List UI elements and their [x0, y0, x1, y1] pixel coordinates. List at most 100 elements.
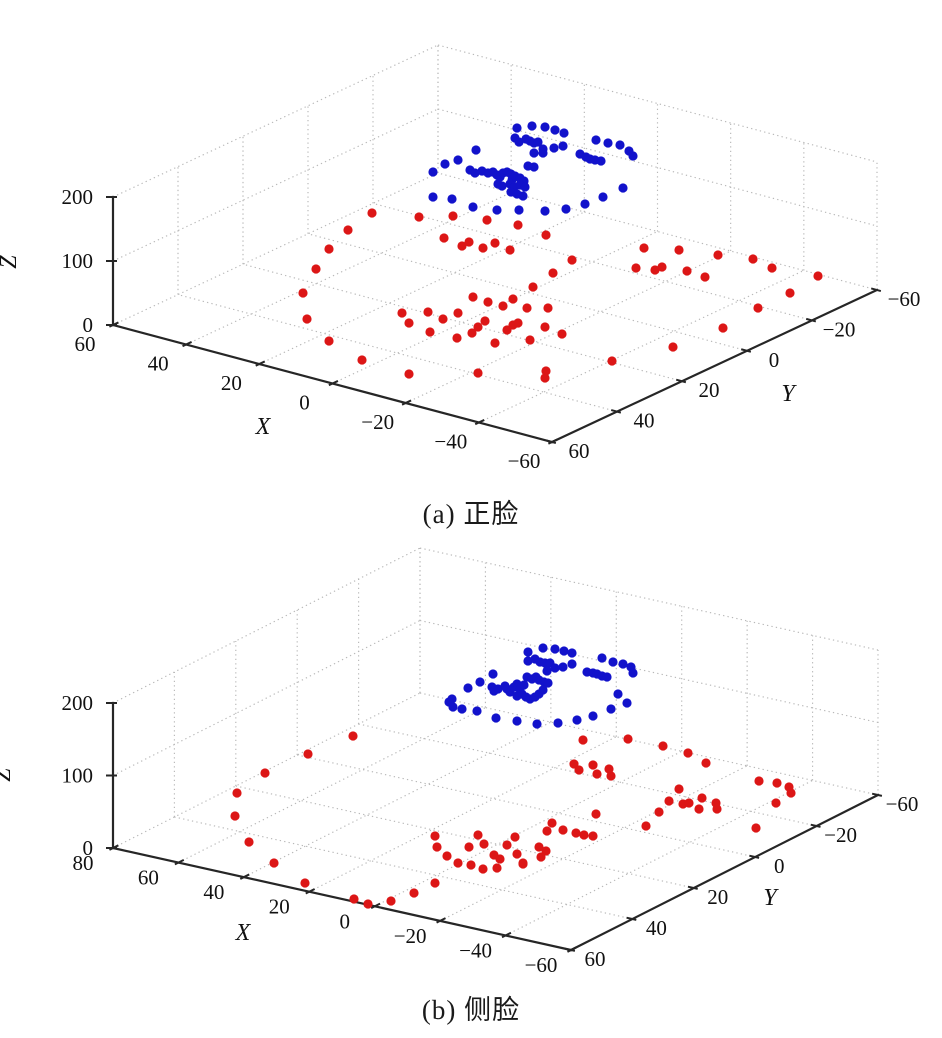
data-point-blue: [602, 672, 612, 682]
data-point-red: [302, 314, 312, 324]
grid-line: [307, 233, 748, 352]
tick-mark: [370, 902, 381, 909]
data-point-red: [518, 859, 528, 869]
data-point-red: [357, 355, 367, 365]
z-tick-label: 100: [62, 764, 94, 788]
grid-line: [242, 263, 683, 382]
data-point-red: [701, 758, 711, 768]
data-point-red: [409, 888, 419, 898]
data-point-red: [512, 849, 522, 859]
data-point-red: [386, 896, 396, 906]
data-point-blue: [538, 685, 548, 695]
data-point-red: [674, 784, 684, 794]
tick-mark: [545, 439, 557, 444]
data-point-red: [311, 264, 321, 274]
data-point-red: [697, 793, 707, 803]
data-point-blue: [512, 123, 522, 133]
data-point-red: [579, 830, 589, 840]
data-point-red: [650, 265, 660, 275]
data-point-red: [367, 208, 377, 218]
y-axis-line: [550, 288, 879, 444]
data-point-blue: [550, 663, 560, 673]
data-point-red: [479, 839, 489, 849]
data-point-red: [785, 288, 795, 298]
data-point-red: [588, 831, 598, 841]
x-axis-label: X: [235, 920, 252, 946]
data-point-red: [592, 769, 602, 779]
data-point-blue: [472, 706, 482, 716]
x-tick-label: −60: [525, 953, 558, 977]
y-tick-label: 20: [707, 885, 728, 909]
data-point-red: [468, 292, 478, 302]
data-point-red: [664, 796, 674, 806]
data-point-red: [713, 250, 723, 260]
data-point-blue: [475, 677, 485, 687]
data-point-blue: [618, 183, 628, 193]
tick-mark: [401, 399, 412, 406]
data-point-red: [430, 831, 440, 841]
data-point-red: [712, 804, 722, 814]
y-tick-label: 60: [585, 947, 606, 971]
data-point-red: [813, 271, 823, 281]
grid-line: [419, 547, 879, 651]
data-point-blue: [580, 199, 590, 209]
tick-mark: [305, 888, 316, 895]
data-point-red: [522, 303, 532, 313]
data-point-red: [548, 268, 558, 278]
data-point-red: [324, 244, 334, 254]
data-point-red: [631, 263, 641, 273]
grid-line: [178, 707, 486, 864]
data-point-red: [457, 241, 467, 251]
data-point-red: [641, 821, 651, 831]
data-point-red: [540, 373, 550, 383]
x-tick-label: 0: [299, 391, 310, 415]
grid-line: [419, 692, 879, 796]
tick-mark: [501, 931, 512, 939]
data-point-red: [478, 243, 488, 253]
tick-mark: [675, 378, 687, 384]
data-point-red: [480, 316, 490, 326]
x-tick-label: −60: [508, 449, 541, 473]
data-point-red: [260, 768, 270, 778]
data-point-red: [657, 262, 667, 272]
data-point-blue: [453, 155, 463, 165]
data-point-blue: [598, 192, 608, 202]
data-point-red: [508, 294, 518, 304]
data-point-red: [534, 842, 544, 852]
y-tick-label: 60: [569, 439, 590, 463]
data-point-red: [700, 272, 710, 282]
data-point-red: [473, 322, 483, 332]
y-axis-label: Y: [763, 885, 779, 911]
data-point-red: [543, 303, 553, 313]
data-point-red: [482, 215, 492, 225]
data-point-blue: [550, 644, 560, 654]
data-point-blue: [559, 128, 569, 138]
data-point-blue: [613, 689, 623, 699]
data-point-red: [588, 760, 598, 770]
data-point-blue: [428, 192, 438, 202]
data-point-blue: [550, 125, 560, 135]
grid-line: [112, 619, 421, 777]
data-point-blue: [468, 202, 478, 212]
grid-line: [112, 44, 439, 198]
x-axis-label: X: [255, 414, 272, 440]
data-point-red: [478, 864, 488, 874]
data-point-blue: [628, 668, 638, 678]
data-point-blue: [514, 137, 524, 147]
tick-mark: [474, 419, 485, 426]
data-point-red: [430, 878, 440, 888]
data-point-red: [567, 255, 577, 265]
data-point-red: [232, 788, 242, 798]
data-point-blue: [596, 156, 606, 166]
x-tick-label: −40: [459, 938, 492, 962]
data-point-red: [668, 342, 678, 352]
y-axis-label: Y: [781, 381, 797, 407]
data-point-blue: [491, 713, 501, 723]
grid-line: [439, 765, 748, 922]
data-point-red: [604, 764, 614, 774]
data-point-red: [591, 809, 601, 819]
data-point-red: [606, 771, 616, 781]
data-point-red: [536, 852, 546, 862]
tick-mark: [174, 858, 185, 866]
